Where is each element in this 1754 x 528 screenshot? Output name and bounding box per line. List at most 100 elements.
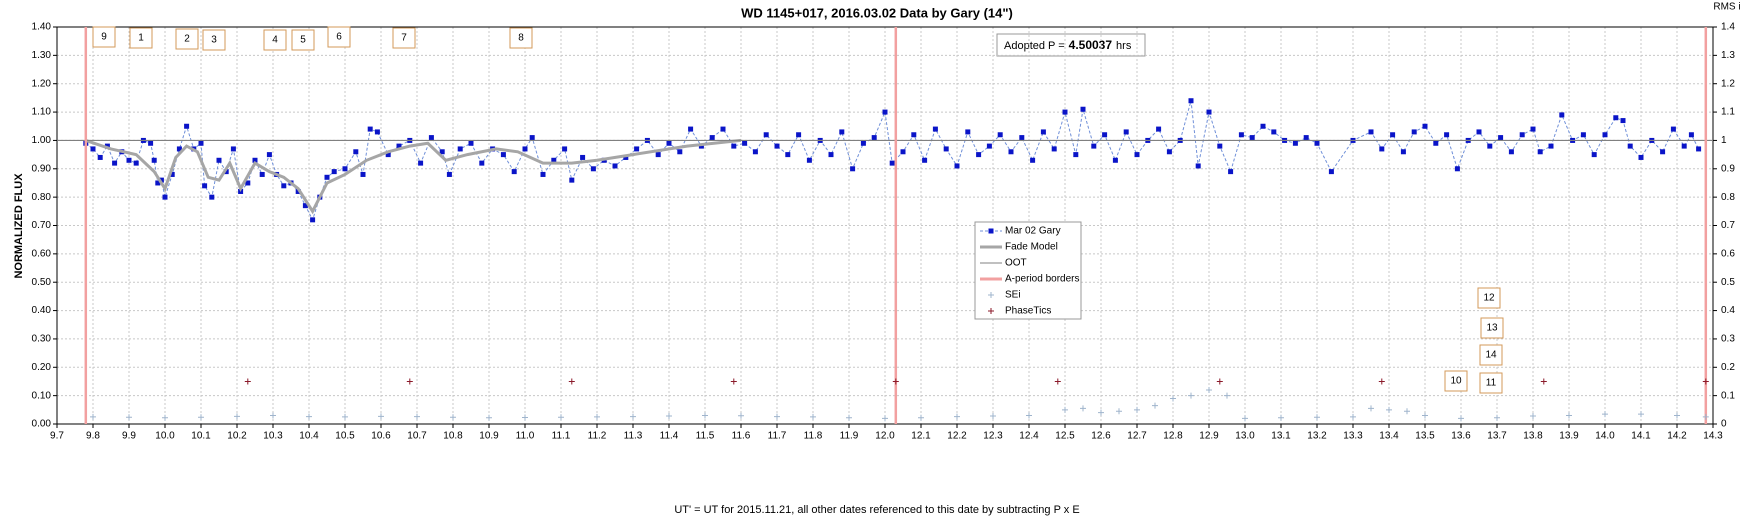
data-point: [97, 154, 103, 160]
legend-label: OOT: [1005, 258, 1027, 269]
sei-point-shape: [1458, 415, 1464, 422]
data-point: [1400, 149, 1406, 155]
data-point: [1638, 154, 1644, 160]
data-point: [418, 160, 424, 166]
legend-entry: Fade Model: [980, 242, 1058, 253]
sei-point-shape: [1188, 392, 1194, 399]
annotation-label: 6: [336, 32, 342, 43]
data-point: [1696, 146, 1702, 152]
data-point: [1080, 106, 1086, 112]
y-tick-label: 1.20: [32, 78, 52, 89]
sei-point-shape: [306, 413, 312, 420]
annotation-label: 9: [101, 32, 107, 43]
x-tick-label: 12.2: [947, 431, 967, 442]
data-point: [266, 152, 272, 158]
sei-point: [1638, 411, 1644, 418]
data-point: [281, 183, 287, 189]
data-point: [1433, 140, 1439, 146]
sei-point: [270, 412, 276, 419]
data-point: [1681, 143, 1687, 149]
y-axis-label: NORMALIZED FLUX: [13, 173, 25, 279]
legend-entry: OOT: [980, 258, 1027, 269]
data-point: [1314, 140, 1320, 146]
data-point: [796, 132, 802, 138]
data-point: [1422, 123, 1428, 129]
annotation-label: 14: [1485, 350, 1497, 361]
phase-tic: [1540, 378, 1547, 385]
data-point: [634, 146, 640, 152]
y2-tick-label: 1.3: [1721, 50, 1735, 61]
data-point: [216, 157, 222, 163]
x-tick-label: 10.0: [155, 431, 175, 442]
data-point: [446, 171, 452, 177]
data-point: [623, 154, 629, 160]
data-point: [1238, 132, 1244, 138]
data-point: [202, 183, 208, 189]
data-point: [1660, 149, 1666, 155]
y2-tick-label: 1.1: [1721, 107, 1735, 118]
legend-swatch: [988, 308, 994, 314]
annotation-box: [202, 29, 226, 51]
data-point: [176, 146, 182, 152]
annotation-label: 7: [401, 33, 407, 44]
data-point: [302, 203, 308, 209]
data-point: [479, 160, 485, 166]
chart-title: WD 1145+017, 2016.03.02 Data by Gary (14…: [741, 5, 1013, 20]
data-point: [1390, 132, 1396, 138]
data-point: [1444, 132, 1450, 138]
y-tick-label: 0.00: [32, 419, 52, 430]
sei-point-shape: [1098, 409, 1104, 416]
y-tick-label: 1.40: [32, 22, 52, 33]
annotation-box: [1479, 344, 1503, 366]
data-point: [342, 166, 348, 172]
x-tick-label: 11.7: [768, 431, 787, 442]
x-tick-label: 14.2: [1667, 431, 1687, 442]
y-tick-label: 1.10: [32, 107, 52, 118]
data-point: [169, 171, 175, 177]
data-point: [720, 126, 726, 132]
x-tick-label: 12.4: [1019, 431, 1039, 442]
sei-point: [342, 413, 348, 420]
data-point: [900, 149, 906, 155]
phase-tic-shape: [1702, 378, 1709, 385]
sei-point-shape: [1404, 408, 1410, 415]
annotation-box: [129, 27, 153, 49]
x-tick-label: 13.7: [1487, 431, 1507, 442]
data-point: [133, 160, 139, 166]
data-point: [540, 171, 546, 177]
x-tick-label: 13.4: [1379, 431, 1399, 442]
sei-point: [774, 413, 780, 420]
data-point: [1476, 129, 1482, 135]
data-point: [839, 129, 845, 135]
data-point: [1292, 140, 1298, 146]
data-point: [612, 163, 618, 169]
sei-point: [126, 414, 132, 421]
sei-point: [846, 414, 852, 421]
data-point: [1062, 109, 1068, 115]
data-point: [1591, 152, 1597, 158]
data-point: [374, 129, 380, 135]
data-point: [155, 180, 161, 186]
x-tick-label: 10.3: [263, 431, 283, 442]
sei-point-shape: [1116, 408, 1122, 415]
y-tick-label: 0.20: [32, 362, 52, 373]
data-point: [986, 143, 992, 149]
data-point: [709, 135, 715, 141]
phase-tic-shape: [1054, 378, 1061, 385]
data-point: [742, 140, 748, 146]
data-point: [353, 149, 359, 155]
sei-point: [1702, 413, 1709, 420]
sei-point: [414, 413, 420, 420]
sei-point: [1386, 406, 1392, 413]
data-point: [295, 188, 301, 194]
sei-point: [810, 413, 816, 420]
y-tick-label: 0.70: [32, 220, 52, 231]
data-point: [655, 152, 661, 158]
sei-point-shape: [1242, 415, 1248, 422]
y-tick-label: 0.90: [32, 163, 52, 174]
sei-point: [1026, 412, 1032, 419]
x-tick-label: 9.8: [86, 431, 100, 442]
sei-point: [558, 414, 564, 421]
phase-tic-shape: [1216, 378, 1223, 385]
x-tick-label: 11.2: [588, 431, 607, 442]
